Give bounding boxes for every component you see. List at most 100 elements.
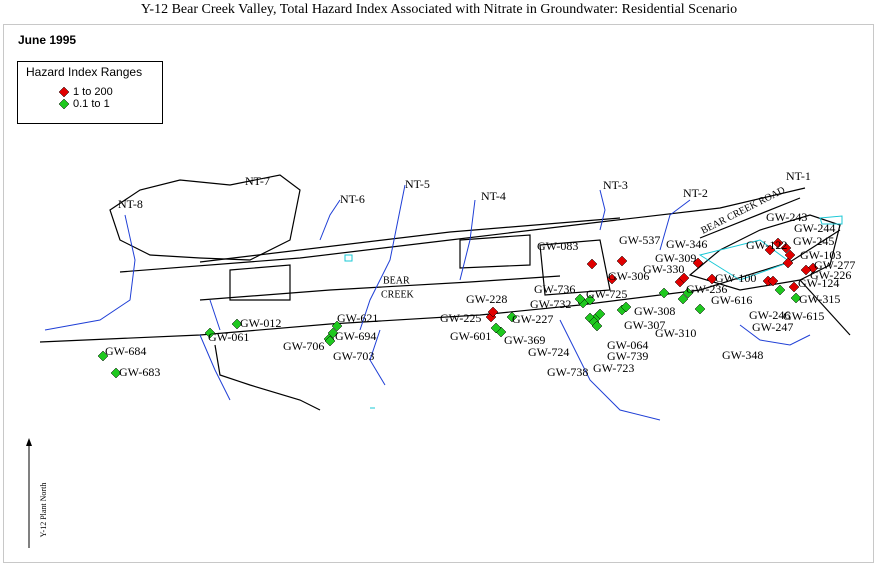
well-marker xyxy=(574,293,586,305)
well-label: GW-309 xyxy=(655,251,696,265)
stream-label: NT-8 xyxy=(118,197,143,211)
well-label: GW-100 xyxy=(715,271,756,285)
well-marker xyxy=(490,322,502,334)
well-label: GW-124 xyxy=(798,276,839,290)
well-marker xyxy=(620,301,632,313)
well-label: GW-122 xyxy=(746,238,787,252)
well-marker xyxy=(616,255,628,267)
stream-label: NT-6 xyxy=(340,192,365,206)
well-marker xyxy=(487,306,499,318)
legend-label: 0.1 to 1 xyxy=(73,98,110,110)
well-label: GW-348 xyxy=(722,348,763,362)
well-label: GW-723 xyxy=(593,361,634,375)
well-label: GW-225 xyxy=(440,311,481,325)
well-marker xyxy=(780,242,792,254)
well-marker xyxy=(692,257,704,269)
well-marker xyxy=(764,244,776,256)
well-marker xyxy=(767,275,779,287)
well-label: GW-537 xyxy=(619,233,660,247)
well-label: GW-615 xyxy=(783,309,824,323)
well-marker xyxy=(591,320,603,332)
well-label: GW-694 xyxy=(335,329,376,343)
well-label: GW-083 xyxy=(537,239,578,253)
well-marker xyxy=(800,264,812,276)
well-label: GW-061 xyxy=(208,330,249,344)
well-marker xyxy=(586,258,598,270)
legend-label: 1 to 200 xyxy=(73,86,113,98)
well-label: GW-330 xyxy=(643,262,684,276)
well-label: GW-706 xyxy=(283,339,324,353)
well-label: GW-228 xyxy=(466,292,507,306)
well-marker xyxy=(784,249,796,261)
map-frame xyxy=(3,24,874,563)
well-marker xyxy=(594,308,606,320)
well-marker xyxy=(327,327,339,339)
well-label: GW-724 xyxy=(528,345,569,359)
legend-marker xyxy=(58,98,70,110)
well-marker xyxy=(231,318,243,330)
well-label: GW-725 xyxy=(586,287,627,301)
stream-label: NT-7 xyxy=(245,174,270,188)
well-label: GW-738 xyxy=(547,365,588,379)
well-label: GW-306 xyxy=(608,269,649,283)
well-marker xyxy=(774,284,786,296)
well-label: GW-703 xyxy=(333,349,374,363)
terrain xyxy=(39,174,851,421)
well-marker xyxy=(678,272,690,284)
well-label: GW-601 xyxy=(450,329,491,343)
well-label: GW-227 xyxy=(512,312,553,326)
stream-label: NT-4 xyxy=(481,189,506,203)
feature-label: BEAR xyxy=(383,275,410,286)
well-marker xyxy=(331,320,343,332)
map-title: Y-12 Bear Creek Valley, Total Hazard Ind… xyxy=(141,2,737,17)
well-marker xyxy=(790,292,802,304)
legend-marker xyxy=(58,86,70,98)
legend-title: Hazard Index Ranges xyxy=(26,65,142,79)
well-label: GW-246 xyxy=(749,308,790,322)
well-marker xyxy=(584,294,596,306)
well-marker xyxy=(658,287,670,299)
well-label: GW-243 xyxy=(766,210,807,224)
well-label: GW-736 xyxy=(534,282,575,296)
well-label: GW-226 xyxy=(810,268,851,282)
well-label: GW-236 xyxy=(686,282,727,296)
well-marker xyxy=(694,303,706,315)
well-marker xyxy=(782,257,794,269)
well-label: GW-245 xyxy=(793,234,834,248)
well-label: GW-244 xyxy=(794,221,835,235)
stream-label: NT-3 xyxy=(603,178,628,192)
well-label: GW-369 xyxy=(504,333,545,347)
well-marker xyxy=(97,350,109,362)
well-marker xyxy=(682,287,694,299)
well-label: GW-739 xyxy=(607,349,648,363)
legend-box xyxy=(17,61,163,124)
well-marker xyxy=(677,293,689,305)
stream-label: NT-1 xyxy=(786,169,811,183)
well-label: GW-684 xyxy=(105,344,146,358)
well-label: GW-247 xyxy=(752,320,793,334)
north-label: Y-12 Plant North xyxy=(39,483,48,538)
stream-label: NT-2 xyxy=(683,186,708,200)
well-label: GW-308 xyxy=(634,304,675,318)
well-marker xyxy=(204,327,216,339)
stream-label: NT-5 xyxy=(405,177,430,191)
well-label: GW-103 xyxy=(800,248,841,262)
well-label: GW-616 xyxy=(711,293,752,307)
well-label: GW-315 xyxy=(799,292,840,306)
well-label: GW-732 xyxy=(530,297,571,311)
well-marker xyxy=(324,335,336,347)
well-marker xyxy=(110,367,122,379)
well-label: GW-012 xyxy=(240,316,281,330)
well-marker xyxy=(706,273,718,285)
well-marker xyxy=(606,273,618,285)
north-arrowhead xyxy=(26,438,32,446)
well-marker xyxy=(506,311,518,323)
well-marker xyxy=(788,281,800,293)
well-label: GW-307 xyxy=(624,318,665,332)
well-label: GW-346 xyxy=(666,237,707,251)
well-label: GW-064 xyxy=(607,338,648,352)
well-label: GW-310 xyxy=(655,326,696,340)
well-label: GW-683 xyxy=(119,365,160,379)
